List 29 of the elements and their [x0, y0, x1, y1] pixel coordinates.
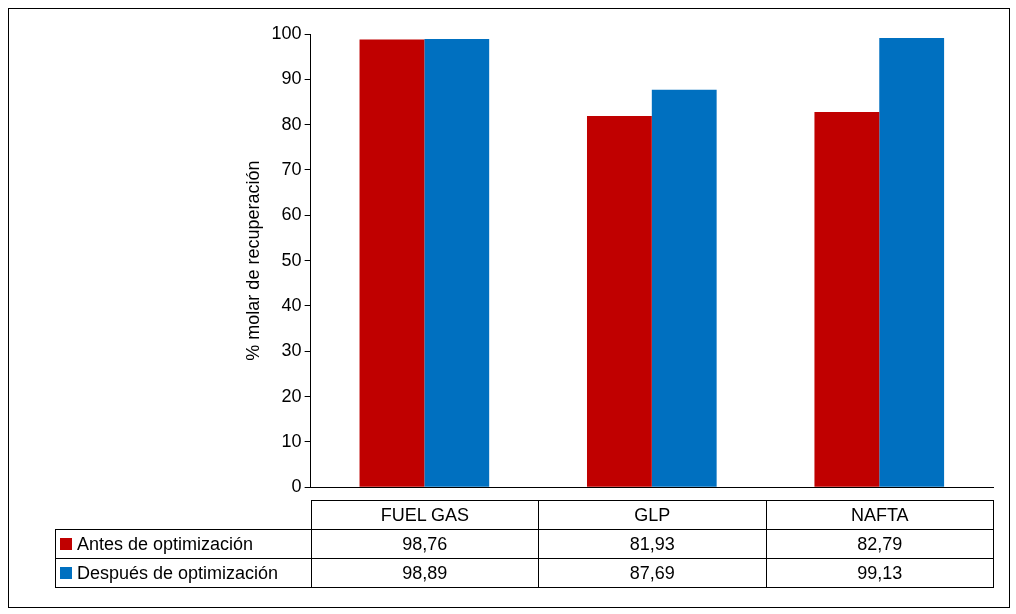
x-tick-label: FUEL GAS — [311, 500, 539, 530]
data-label: 87,69 — [538, 558, 767, 588]
bar — [651, 89, 717, 487]
data-label: 82,79 — [766, 529, 994, 559]
y-tick-label: 60 — [281, 204, 302, 225]
y-axis-title: % molar de recuperación — [242, 160, 263, 361]
y-tick-label: 80 — [281, 113, 302, 134]
y-tick-label: 0 — [291, 476, 302, 497]
y-tick-label: 30 — [281, 340, 302, 361]
bar — [586, 115, 652, 487]
bar — [359, 39, 425, 487]
data-label: 98,89 — [311, 558, 539, 588]
y-tick-label: 70 — [281, 158, 302, 179]
bar — [879, 37, 945, 487]
bar — [424, 39, 490, 487]
x-tick-label: GLP — [538, 500, 767, 530]
x-tick-label: NAFTA — [766, 500, 994, 530]
y-tick-label: 100 — [271, 22, 302, 43]
data-label: 99,13 — [766, 558, 994, 588]
data-label: 98,76 — [311, 529, 539, 559]
y-tick-label: 10 — [281, 430, 302, 451]
y-tick-label: 20 — [281, 385, 302, 406]
bar — [814, 112, 880, 487]
legend-label: Antes de optimización — [77, 533, 254, 554]
data-label: 81,93 — [538, 529, 767, 559]
y-tick-label: 40 — [281, 294, 302, 315]
legend-label: Después de optimización — [77, 562, 279, 583]
y-tick-label: 50 — [281, 249, 302, 270]
y-tick-label: 90 — [281, 68, 302, 89]
